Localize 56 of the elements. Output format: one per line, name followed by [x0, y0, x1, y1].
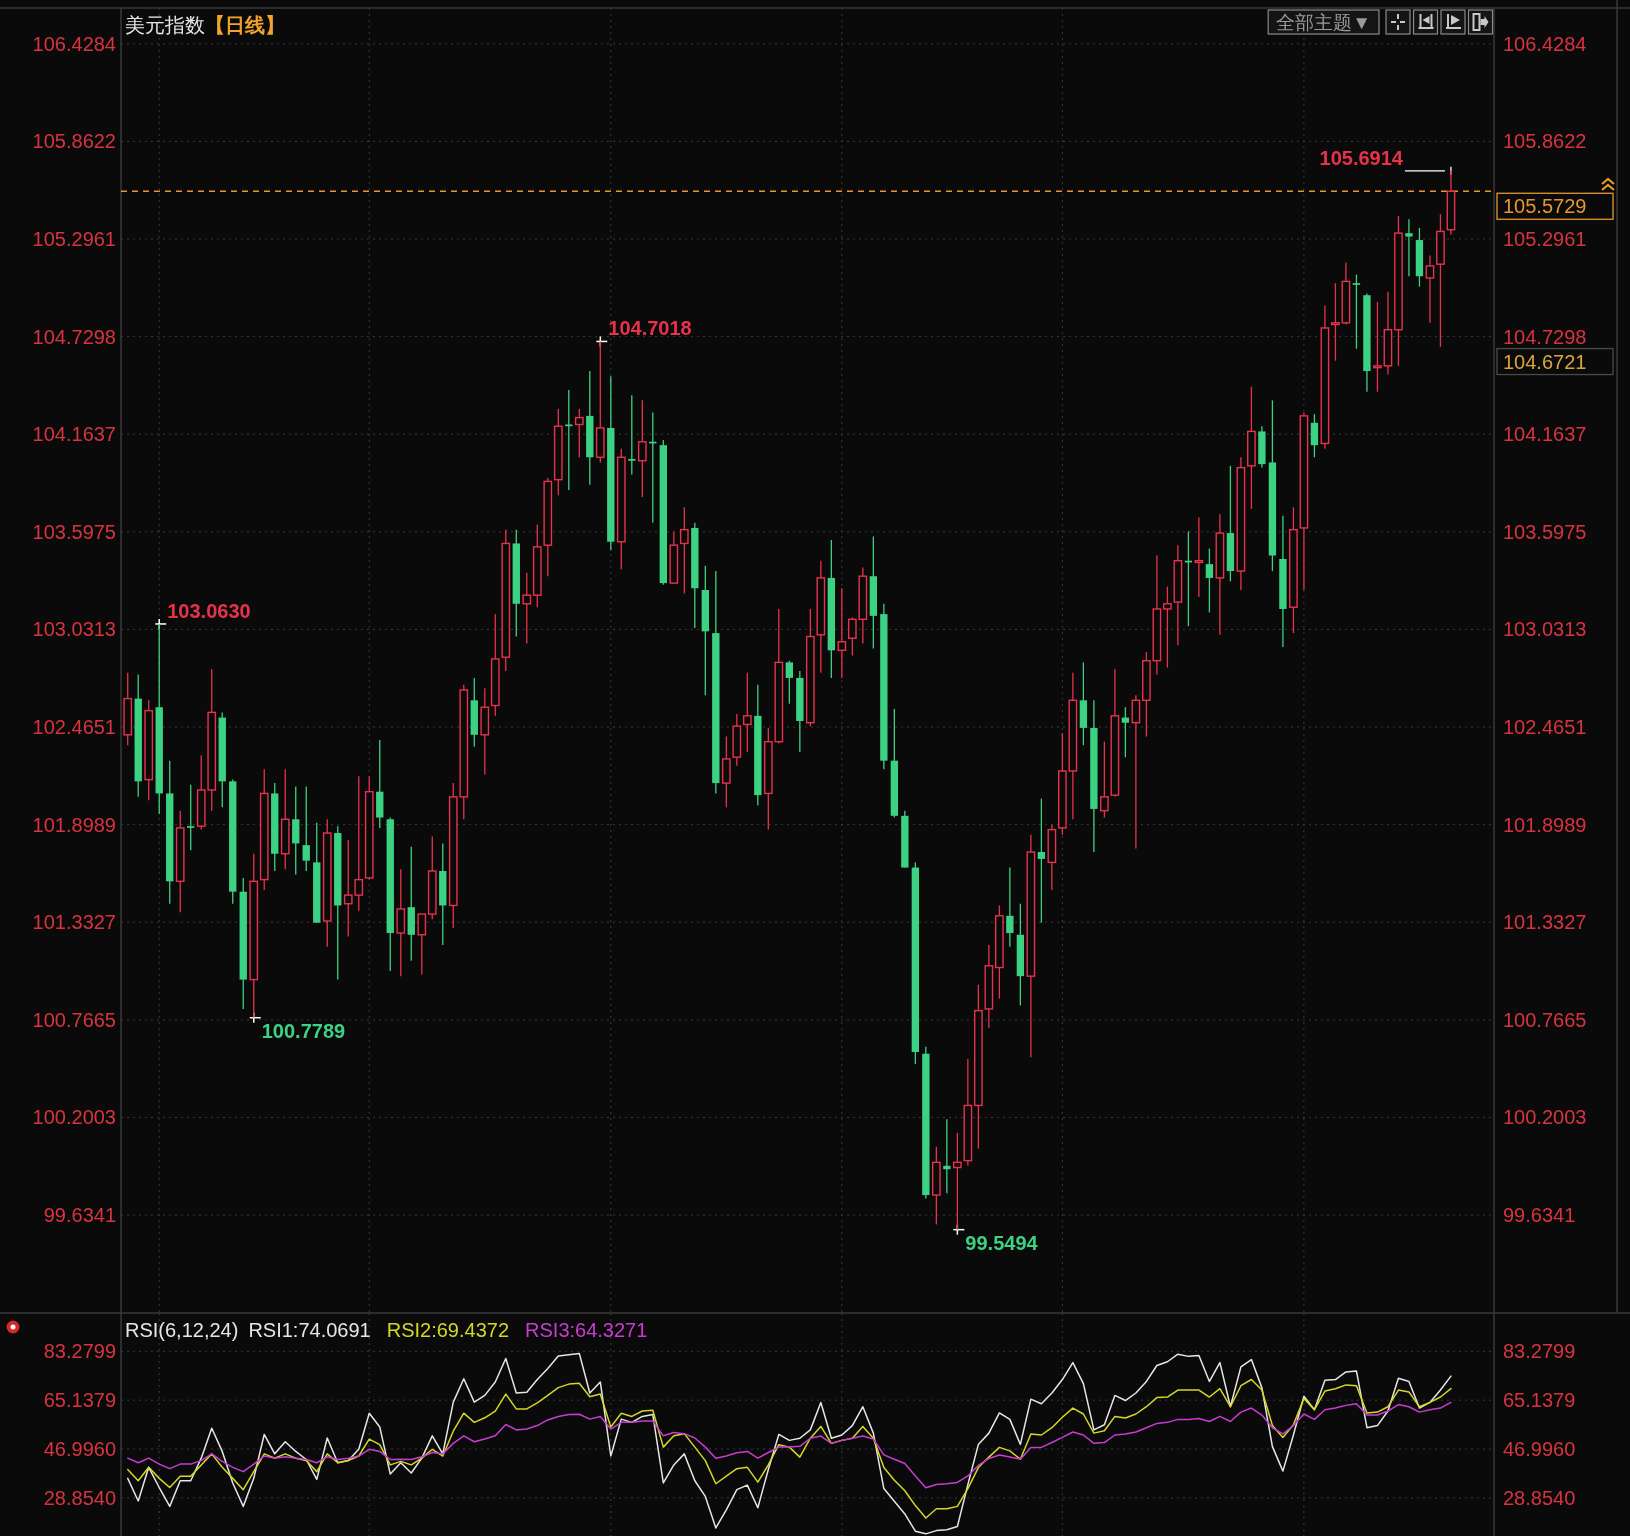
y2-tick-label: 83.2799: [1503, 1340, 1576, 1363]
header: RSI(6,12,24) RSI1:74.0691 RSI2:69.4372 RSI3:64.3271: [125, 1319, 648, 1341]
y-tick-label: 103.5975: [32, 520, 116, 543]
extreme-label: 105.6914: [1319, 146, 1452, 176]
annotation: 全部主题▼: [1276, 11, 1371, 33]
y2-tick-label: 106.4284: [1503, 32, 1587, 55]
y2-tick-label: 104.7298: [1503, 325, 1587, 348]
y2-tick-label: 105.8622: [1503, 130, 1587, 153]
y2-tick-label: 100.2003: [1503, 1106, 1587, 1129]
y2-tick-label: 101.8989: [1503, 813, 1587, 836]
y-tick-label: 46.9960: [43, 1438, 116, 1461]
line-series: [126, 1352, 1452, 1535]
y-tick-label: 103.0313: [32, 618, 116, 641]
y2-tick-label: 101.3327: [1503, 911, 1587, 934]
y-tick-label: 65.1379: [43, 1389, 116, 1412]
y2-tick-label: 103.5975: [1503, 520, 1587, 543]
annotation: 103.0630: [167, 599, 251, 622]
y2-tick-label: 99.6341: [1503, 1204, 1576, 1227]
y2-tick-label: 103.0313: [1503, 618, 1587, 641]
y2-tick-label: 28.8540: [1503, 1486, 1576, 1509]
extreme-label: 100.7789: [249, 1011, 346, 1042]
y-tick-label: 100.2003: [32, 1106, 116, 1129]
extreme-label: 104.7018: [595, 317, 692, 348]
y-tick-label: 105.8622: [32, 130, 116, 153]
y-tick-label: 106.4284: [32, 32, 116, 55]
y2-tick-label: 102.4651: [1503, 716, 1587, 739]
header: 美元指数【日线】: [125, 14, 285, 36]
toolbar-button: 全部主题▼: [1267, 9, 1380, 35]
y-tick-label: 99.6341: [43, 1204, 116, 1227]
y-tick-label: 101.8989: [32, 813, 116, 836]
line-series: [126, 1378, 1452, 1519]
y-tick-label: 104.1637: [32, 423, 116, 446]
line-series: [126, 1401, 1452, 1489]
axis-label: 104.6721: [1496, 347, 1614, 376]
y-tick-label: 100.7665: [32, 1008, 116, 1031]
y-tick-label: 104.7298: [32, 325, 116, 348]
y-tick-label: 105.2961: [32, 227, 116, 250]
chart-title: RSI(6,12,24): [125, 1319, 239, 1341]
annotation: 104.7018: [608, 317, 692, 340]
y-tick-label: 101.3327: [32, 911, 116, 934]
y2-tick-label: 46.9960: [1503, 1438, 1576, 1461]
y2-tick-label: 105.2961: [1503, 227, 1587, 250]
extreme-label: 99.5494: [952, 1223, 1038, 1254]
y2-tick-label: 65.1379: [1503, 1389, 1576, 1412]
annotation: 99.5494: [965, 1231, 1039, 1254]
y-tick-label: 83.2799: [43, 1340, 116, 1363]
annotation: 105.6914: [1319, 146, 1404, 169]
ref-line: 105.5729: [120, 190, 1614, 220]
y2-tick-label: 100.7665: [1503, 1008, 1587, 1031]
y-tick-label: 102.4651: [32, 716, 116, 739]
annotation: 100.7789: [261, 1019, 346, 1042]
legend: RSI1:74.0691 RSI2:69.4372 RSI3:64.3271: [248, 1319, 648, 1341]
ref-line-label: 105.5729: [1503, 195, 1587, 218]
y2-tick-label: 104.1637: [1503, 423, 1587, 446]
y-tick-label: 28.8540: [43, 1486, 116, 1509]
extreme-label: 103.0630: [154, 599, 251, 630]
